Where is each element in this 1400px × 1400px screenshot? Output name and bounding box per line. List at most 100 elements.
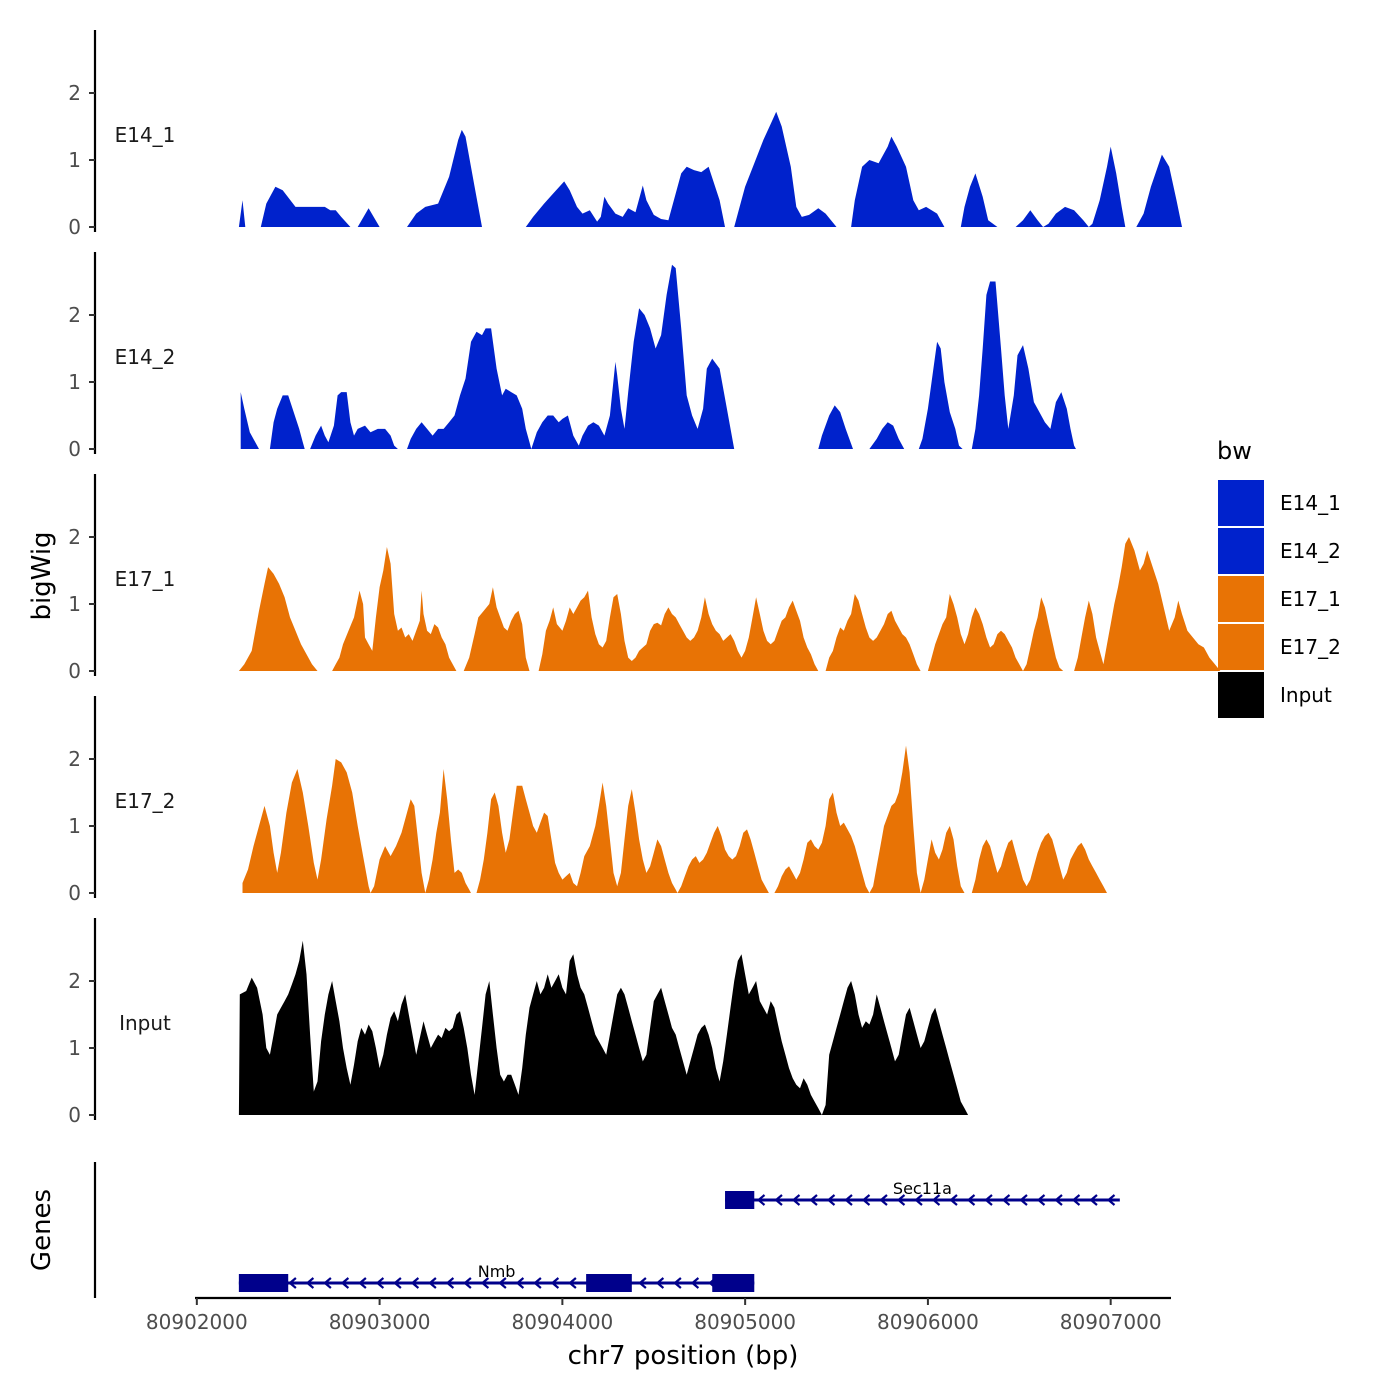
y-tick-label: 1 [68,370,81,394]
panel-E14_2: 0 1 2 E14_2 [68,252,1076,461]
strand-arrow [1106,1194,1116,1206]
genes-panel-label: Genes [27,1189,57,1271]
track-panels: 0 1 2 E14_1 0 1 2 E14_2 0 1 2 E17_1 0 1 2 E17_2 0 1 2 Input [68,30,1221,1127]
y-tick-label: 2 [68,81,81,105]
gene-label: Nmb [478,1262,516,1281]
x-tick-label: 80903000 [329,1310,431,1334]
legend-label: E14_2 [1280,539,1341,563]
track-label-E17_2: E17_2 [115,789,176,813]
strand-arrow [463,1277,472,1289]
strand-arrow [498,1277,507,1289]
signal-area-E17_2 [242,745,1107,893]
x-tick-label: 80902000 [146,1310,248,1334]
y-tick-label: 2 [68,525,81,549]
x-tick-label: 80907000 [1060,1310,1162,1334]
strand-arrow [1019,1194,1028,1206]
panel-E17_2: 0 1 2 E17_2 [68,696,1107,905]
y-tick-label: 2 [68,747,81,771]
strand-arrow [655,1277,665,1289]
strand-arrow [1036,1194,1046,1206]
strand-arrow [375,1277,385,1289]
legend-entry-E14_2: E14_2 [1218,528,1341,574]
signal-area-E14_1 [238,111,1182,227]
strand-arrow [690,1277,700,1289]
strand-arrow [984,1194,993,1206]
strand-arrow [550,1277,560,1289]
exon [725,1191,755,1209]
legend-title: bw [1217,437,1252,465]
strand-arrow [826,1194,836,1206]
strand-arrow [896,1194,906,1206]
y-tick-label: 0 [68,215,81,239]
y-tick-label: 1 [68,1036,81,1060]
track-label-Input: Input [119,1011,171,1035]
strand-arrow [568,1277,577,1289]
track-label-E17_1: E17_1 [115,567,176,591]
x-axis-title: chr7 position (bp) [568,1341,799,1371]
strand-arrow [393,1277,402,1289]
legend-key [1218,576,1264,622]
strand-arrow [809,1194,818,1206]
genes-layer: Sec11a Nmb [238,1179,1120,1292]
exon [712,1274,755,1292]
y-tick-label: 1 [68,592,81,616]
strand-arrow [515,1277,525,1289]
y-tick-label: 0 [68,659,81,683]
track-label-E14_1: E14_1 [115,123,176,147]
strand-arrow [358,1277,367,1289]
panel-E14_1: 0 1 2 E14_1 [68,30,1182,239]
x-axis: 80902000 80903000 80904000 80905000 80906000… [146,1296,1171,1371]
strand-arrow [428,1277,437,1289]
x-tick-label: 80905000 [694,1310,796,1334]
legend-entry-E14_1: E14_1 [1218,480,1341,526]
signal-area-Input [238,940,969,1115]
legend-key [1218,480,1264,526]
strand-arrow [410,1277,420,1289]
signal-area-E14_2 [240,264,1076,449]
strand-arrow [844,1194,853,1206]
strand-arrow [1071,1194,1081,1206]
strand-arrow [638,1277,647,1289]
strand-arrow [966,1194,976,1206]
legend-label: E17_2 [1280,635,1341,659]
legend-key [1218,672,1264,718]
x-ticks: 80902000 80903000 80904000 80905000 80906000… [146,1298,1162,1334]
panel-E17_1: 0 1 2 E17_1 [68,474,1221,683]
strand-arrow [533,1277,542,1289]
y-tick-label: 0 [68,1103,81,1127]
strand-arrow [1054,1194,1063,1206]
strand-arrow [288,1277,297,1289]
legend-entry-E17_2: E17_2 [1218,624,1341,670]
y-tick-label: 1 [68,148,81,172]
strand-arrow [861,1194,871,1206]
strand-arrow [914,1194,923,1206]
panel-Input: 0 1 2 Input [68,918,969,1127]
track-label-E14_2: E14_2 [115,345,176,369]
strand-arrow [756,1194,766,1206]
strand-arrow [774,1194,783,1206]
strand-arrow [879,1194,888,1206]
signal-area-E17_1 [238,537,1221,671]
y-tick-label: 1 [68,814,81,838]
legend-label: E17_1 [1280,587,1341,611]
exon [586,1274,632,1292]
legend-label: E14_1 [1280,491,1341,515]
strand-arrow [931,1194,941,1206]
strand-arrow [445,1277,455,1289]
legend-entry-Input: Input [1218,672,1332,718]
x-tick-label: 80904000 [511,1310,613,1334]
legend: bw E14_1 E14_2 E17_1 E17_2 Input [1217,437,1341,718]
exon [238,1274,289,1292]
genes-panel: Genes Sec11a Nmb [27,1162,1120,1298]
strand-arrow [480,1277,490,1289]
gene-label: Sec11a [893,1179,952,1198]
y-axis-title: bigWig [27,531,57,620]
strand-arrow [340,1277,350,1289]
strand-arrow [305,1277,315,1289]
y-tick-label: 0 [68,437,81,461]
y-tick-label: 2 [68,969,81,993]
y-tick-label: 0 [68,881,81,905]
x-tick-label: 80906000 [877,1310,979,1334]
strand-arrow [673,1277,682,1289]
